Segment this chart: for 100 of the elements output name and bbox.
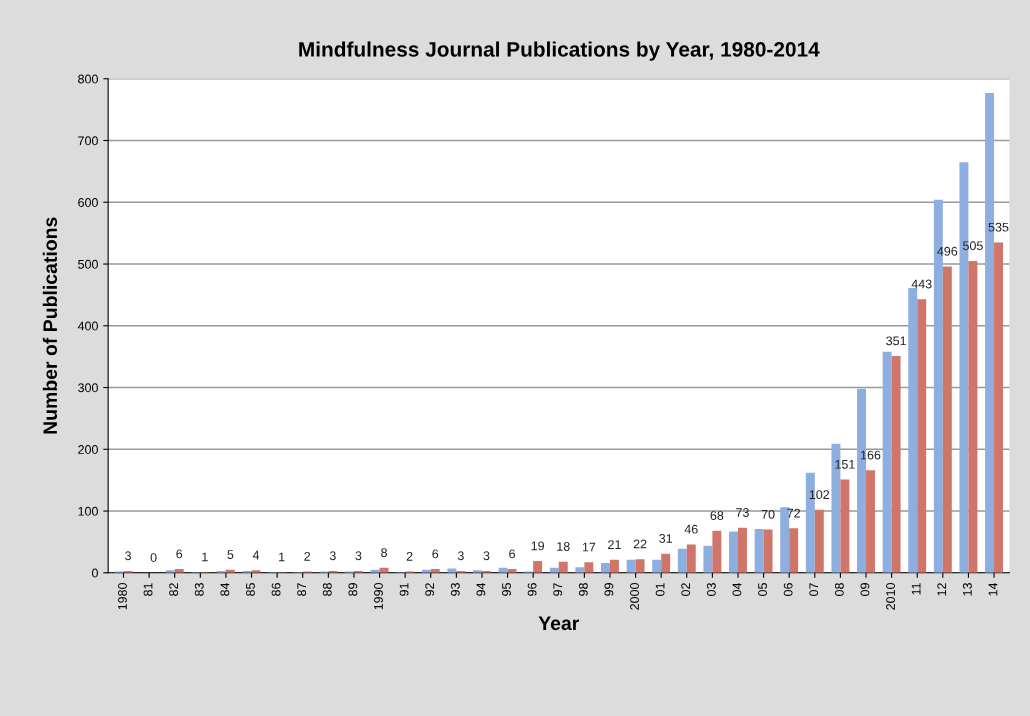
y-tick-label: 400 [77,321,98,331]
bar [917,299,927,573]
x-tick-label: 05 [758,583,767,596]
x-tick-label: 14 [988,582,998,596]
x-tick-label: 89 [348,583,358,596]
bar [763,529,773,573]
x-tick-label: 06 [783,583,793,596]
bar [601,562,610,573]
bar [558,561,568,573]
x-tick-label: 92 [425,583,435,596]
bar [533,561,543,573]
x-tick-label: 02 [681,583,691,596]
bar [447,568,457,573]
data-label: 2 [406,551,413,561]
x-tick-label: 93 [450,583,460,596]
bar [866,470,875,573]
bar [575,567,585,573]
data-label: 72 [787,508,801,518]
x-tick-label: 1990 [374,583,383,610]
data-label: 5 [227,550,234,559]
data-label: 70 [761,509,775,519]
bar [677,548,687,573]
x-tick-label: 86 [271,583,281,596]
bar [661,553,671,573]
bar [789,528,799,573]
x-tick-label: 04 [732,582,742,596]
bar [968,260,978,573]
x-tick-label: 2010 [886,583,895,610]
x-tick-label: 09 [860,583,870,596]
data-label: 505 [962,241,983,251]
data-label: 21 [608,540,621,549]
data-label: 166 [861,450,881,460]
data-label: 19 [531,541,545,551]
x-tick-label: 87 [297,583,307,596]
x-tick-label: 82 [169,583,179,596]
data-label: 151 [835,460,855,469]
x-axis-title: Year [538,616,580,631]
x-tick-label: 11 [911,583,921,595]
bar [814,509,824,573]
x-tick-label: 83 [194,583,204,596]
data-label: 18 [557,542,570,551]
data-label: 0 [150,553,157,562]
bar [712,530,722,573]
bar [686,544,696,573]
data-label: 1 [279,552,285,562]
bar [584,562,594,573]
y-tick-label: 600 [78,198,98,207]
data-label: 3 [329,551,336,561]
bar [994,242,1003,573]
data-label: 3 [355,551,362,561]
y-tick-label: 700 [78,136,98,146]
x-tick-label: 94 [476,582,486,596]
x-tick-label: 1980 [118,583,127,610]
y-tick-label: 100 [78,506,98,516]
x-tick-label: 01 [655,583,665,596]
y-axis-title: Number of Publications [42,217,58,434]
data-label: 4 [252,550,260,560]
bar [738,527,747,573]
x-tick-label: 81 [143,583,153,596]
x-tick-label: 97 [553,583,563,596]
data-label: 31 [659,534,673,543]
bar [840,479,850,573]
data-label: 3 [124,551,131,561]
bar [703,545,713,573]
bar [891,356,901,573]
data-label: 102 [809,490,830,500]
data-label: 535 [988,222,1009,232]
x-tick-label: 03 [706,583,716,596]
bar [609,559,619,573]
data-label: 1 [202,552,208,562]
x-tick-label: 99 [604,583,614,596]
data-label: 17 [582,542,596,552]
bar [942,266,952,573]
data-label: 351 [886,336,906,346]
y-tick-label: 500 [78,259,98,269]
bar [729,531,738,573]
data-label: 496 [937,246,958,256]
bar [635,559,645,573]
data-label: 73 [736,508,749,517]
bar [908,288,918,573]
x-tick-label: 88 [322,583,332,596]
x-tick-label: 96 [527,583,537,596]
data-label: 2 [304,551,311,561]
data-label: 6 [176,549,183,559]
data-label: 6 [432,549,439,559]
bar [754,528,764,573]
data-label: 6 [509,549,515,559]
x-tick-label: 85 [246,583,255,596]
bar [652,559,662,573]
chart-title: Mindfulness Journal Publications by Year, 1980-2014 [299,41,820,61]
x-tick-label: 98 [578,583,588,596]
y-tick-label: 300 [78,383,98,393]
x-tick-label: 84 [220,582,230,596]
bar [626,559,636,573]
x-tick-label: 13 [962,583,972,596]
y-tick-label: 800 [78,74,98,84]
data-label: 22 [633,539,647,549]
x-tick-label: 2000 [630,583,639,610]
bar [882,351,892,573]
data-label: 68 [710,511,724,520]
